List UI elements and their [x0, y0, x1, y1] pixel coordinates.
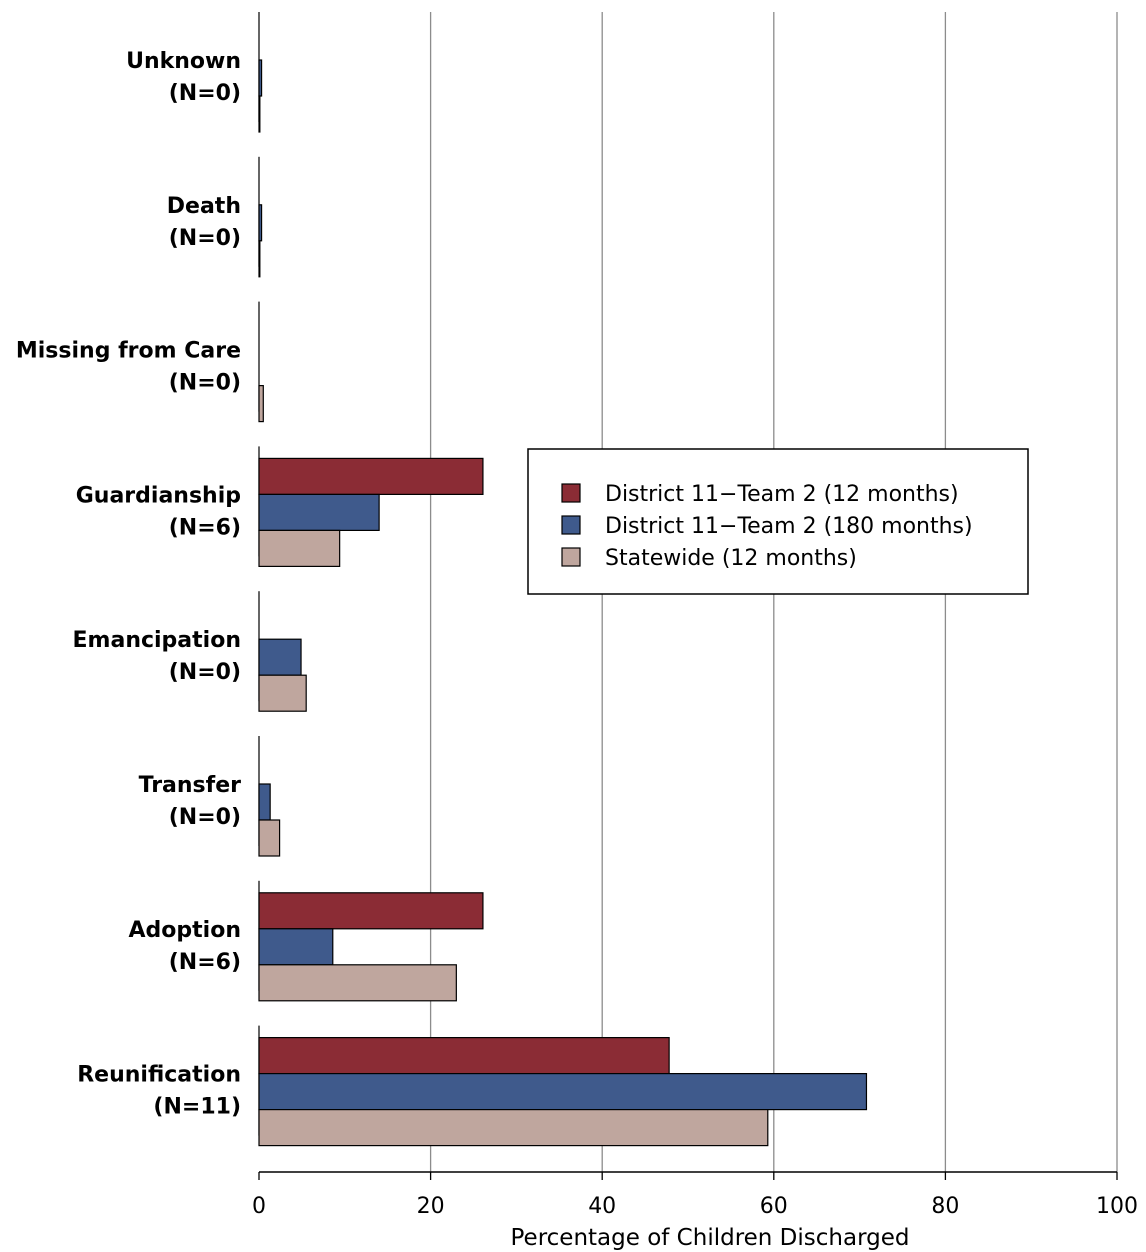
bar-3-2 [258, 529, 341, 568]
category-count: (N=0) [169, 81, 241, 106]
category-count: (N=0) [169, 226, 241, 251]
category-label: Reunification [77, 1063, 241, 1088]
legend-label: District 11−Team 2 (180 months) [605, 514, 973, 539]
bar-7-2 [258, 1108, 769, 1147]
x-tick-label: 40 [588, 1194, 616, 1219]
bar-1-2 [258, 240, 261, 278]
bar-3-1 [258, 493, 380, 531]
bar-7-1 [258, 1072, 868, 1111]
category-label: Death [167, 194, 241, 219]
bar-6-0 [258, 892, 484, 930]
legend-label: Statewide (12 months) [605, 546, 857, 571]
legend-swatch [561, 547, 581, 567]
bar-4-1 [258, 638, 302, 676]
legend-box [527, 448, 1029, 595]
legend: District 11−Team 2 (12 months) District 1… [527, 448, 1029, 595]
bar-1-1 [258, 204, 263, 242]
bar-7-0 [258, 1036, 670, 1075]
x-tick-label: 0 [252, 1194, 266, 1219]
x-tick-label: 20 [417, 1194, 445, 1219]
category-count: (N=6) [169, 950, 241, 975]
bar-4-2 [258, 674, 307, 712]
bar-2-2 [258, 385, 264, 423]
x-tick-label: 80 [931, 1194, 959, 1219]
x-axis: 0 20 40 60 80 100 [252, 1171, 1138, 1219]
bar-6-2 [258, 964, 457, 1002]
category-label: Missing from Care [16, 339, 241, 364]
legend-label: District 11−Team 2 (12 months) [605, 482, 959, 507]
bar-6-1 [258, 928, 334, 966]
x-tick-label: 60 [760, 1194, 788, 1219]
category-count: (N=11) [153, 1095, 241, 1120]
x-tick-label: 100 [1096, 1194, 1138, 1219]
bar-0-1 [258, 59, 263, 97]
bar-5-1 [258, 783, 271, 821]
category-label: Emancipation [73, 628, 241, 653]
bar-0-2 [258, 95, 261, 133]
x-axis-title: Percentage of Children Discharged [511, 1225, 910, 1251]
category-count: (N=0) [169, 805, 241, 830]
legend-swatch [561, 483, 581, 503]
bar-5-2 [258, 819, 281, 857]
category-labels: Unknown (N=0) Death (N=0) Missing from Care (… [16, 49, 241, 1120]
category-count: (N=0) [169, 660, 241, 685]
category-label: Transfer [139, 773, 242, 798]
bars [258, 12, 868, 1147]
category-count: (N=6) [169, 515, 241, 540]
legend-swatch [561, 515, 581, 535]
category-label: Unknown [126, 49, 241, 74]
category-label: Guardianship [76, 483, 241, 508]
category-count: (N=0) [169, 371, 241, 396]
category-label: Adoption [129, 918, 241, 943]
bar-3-0 [258, 457, 484, 495]
